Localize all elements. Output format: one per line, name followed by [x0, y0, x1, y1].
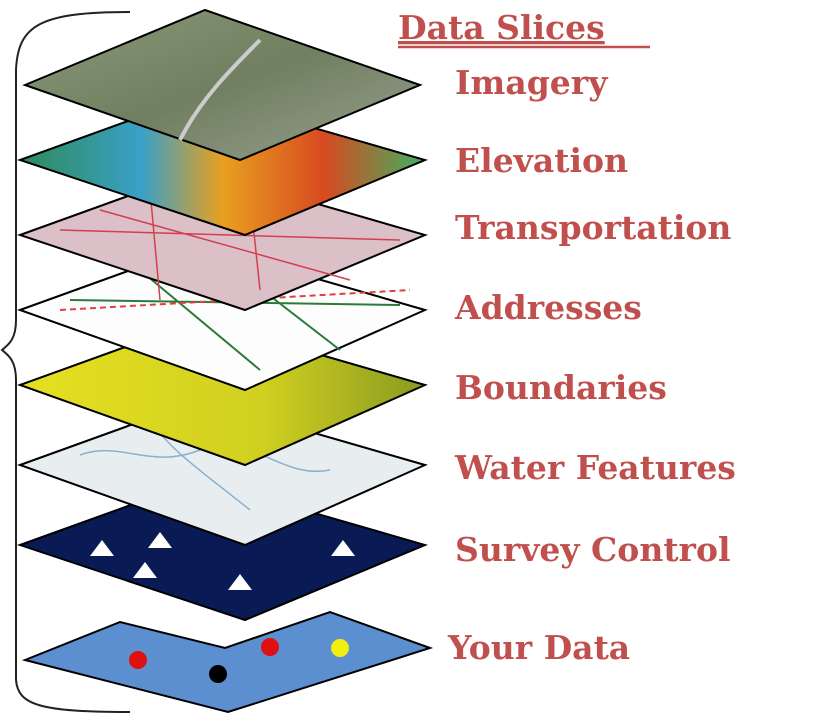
- layer-label: Transportation: [455, 208, 731, 247]
- your-data-layer: [21, 610, 434, 714]
- layer-label: Boundaries: [455, 368, 667, 407]
- road-image: [178, 38, 262, 141]
- layer-label: Addresses: [454, 288, 642, 327]
- layer-label: Elevation: [455, 141, 628, 180]
- layer-label: Imagery: [455, 63, 608, 102]
- layer-label: Survey Control: [455, 530, 731, 569]
- roads: [59, 189, 401, 301]
- layer-label: Water Features: [454, 448, 736, 487]
- title: Data Slices: [398, 8, 605, 47]
- dot: [129, 651, 147, 669]
- dot: [331, 639, 349, 657]
- layer-label: Your Data: [447, 628, 630, 667]
- dot: [261, 638, 279, 656]
- brace: [0, 11, 131, 713]
- triangles: [90, 532, 355, 590]
- dot: [209, 665, 227, 683]
- imagery-layer: [22, 8, 423, 162]
